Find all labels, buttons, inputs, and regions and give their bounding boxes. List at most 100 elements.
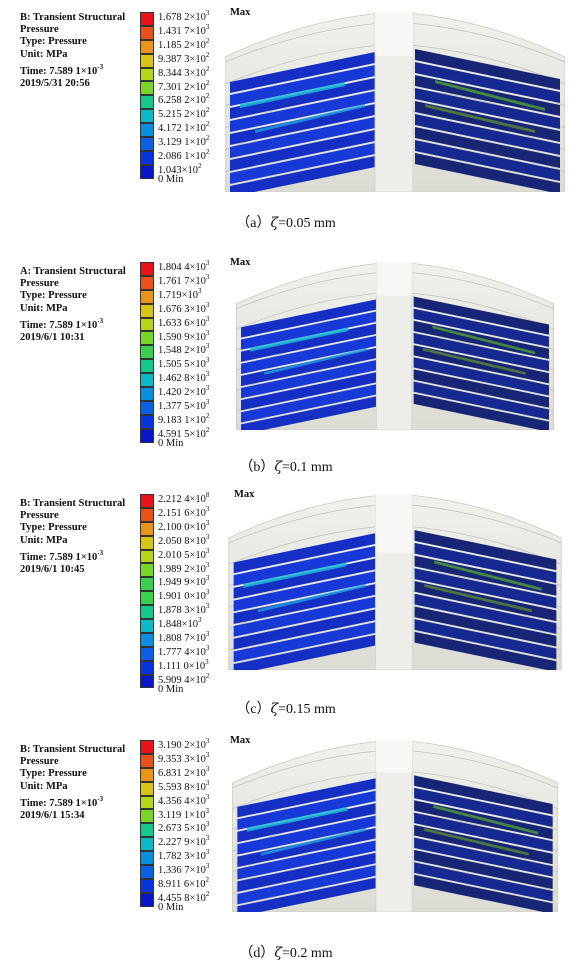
legend-swatch <box>140 740 154 754</box>
legend-label: 1.989 2×103 <box>158 560 210 575</box>
max-label: Max <box>234 489 255 500</box>
legend-swatch <box>140 591 154 606</box>
pressure-band <box>415 49 560 90</box>
pressure-band <box>230 117 375 158</box>
pressure-band <box>237 790 376 830</box>
pressure-band <box>413 332 549 372</box>
subfigure-caption: （b）ζ=0.1 mm <box>239 459 333 475</box>
highlight-streak <box>423 827 529 856</box>
legend-label: 6.258 2×102 <box>158 92 210 107</box>
contour-svg <box>235 262 555 430</box>
highlight-streak <box>243 562 347 588</box>
legend-label: 1.901 0×103 <box>158 588 210 603</box>
legend-swatch <box>140 837 154 852</box>
subfigure-caption: （d）ζ=0.2 mm <box>239 945 333 961</box>
pressure-band <box>241 396 377 430</box>
legend-swatch <box>140 331 154 346</box>
legend-swatch <box>140 262 154 276</box>
color-legend <box>140 262 154 443</box>
pressure-band <box>413 357 549 396</box>
highlight-streak <box>264 347 367 375</box>
info-line: B: Transient Structural <box>20 744 126 755</box>
highlight-streak <box>240 82 345 108</box>
legend-swatch <box>140 95 154 110</box>
pressure-band <box>233 583 376 625</box>
legend-label: 0 Min <box>158 901 184 913</box>
pressure-band <box>241 347 377 387</box>
legend-swatch <box>140 387 154 401</box>
info-line: 2019/6/1 10:31 <box>20 332 85 344</box>
legend-swatch <box>140 53 154 68</box>
pressure-band <box>415 62 560 103</box>
legend-label: 1.505 5×103 <box>158 356 210 371</box>
legend-swatch <box>140 39 154 54</box>
pressure-band <box>414 542 557 583</box>
highlight-streak <box>435 80 545 111</box>
legend-label: 1.548 2×103 <box>158 342 210 357</box>
legend-label: 1.377 5×103 <box>158 398 210 412</box>
pressure-band <box>241 384 377 423</box>
legend-swatch <box>140 753 154 768</box>
legend-label: 1.185 2×102 <box>158 36 210 51</box>
pressure-band <box>233 596 376 637</box>
legend-swatch <box>140 674 154 689</box>
highlight-streak <box>433 804 539 835</box>
color-legend <box>140 494 154 689</box>
legend-label: 1.336 7×103 <box>158 862 210 877</box>
pressure-band <box>415 140 560 181</box>
legend-swatch <box>140 414 154 429</box>
info-line: Pressure <box>20 510 59 522</box>
pressure-band <box>237 778 376 818</box>
legend-swatch <box>140 865 154 879</box>
pressure-band <box>233 622 376 663</box>
legend-label: 5.215 2×102 <box>158 106 210 121</box>
max-label: Max <box>230 257 251 268</box>
pressure-band <box>414 619 557 660</box>
highlight-streak <box>434 560 542 591</box>
pressure-band <box>414 849 553 890</box>
info-line: Type: Pressure <box>20 768 87 780</box>
legend-swatch <box>140 563 154 578</box>
info-line: Time: 7.589 1×10-3 <box>20 62 104 77</box>
info-line: Unit: MPa <box>20 302 68 314</box>
pressure-band <box>233 558 376 599</box>
pressure-contour-plot <box>225 740 565 912</box>
pressure-contour-plot <box>225 262 565 430</box>
info-line: Type: Pressure <box>20 522 87 534</box>
legend-swatch <box>140 12 154 26</box>
color-legend <box>140 12 154 179</box>
pressure-band <box>414 530 557 571</box>
legend-label: 3.119 1×103 <box>158 806 210 821</box>
legend-label: 1.633 6×103 <box>158 314 210 329</box>
legend-swatch <box>140 767 154 782</box>
info-line: Unit: MPa <box>20 534 68 546</box>
info-line: A: Transient Structural <box>20 266 126 277</box>
legend-label: 1.462 8×103 <box>158 370 210 385</box>
subfigure-caption: （c）ζ=0.15 mm <box>236 701 336 717</box>
legend-label: 2.086 1×102 <box>158 148 210 162</box>
legend-label: 9.387 3×102 <box>158 50 210 65</box>
pressure-band <box>230 65 375 106</box>
legend-label: 1.782 3×103 <box>158 848 210 863</box>
center-web-top <box>375 740 413 773</box>
center-web-top <box>375 494 413 553</box>
legend-label: 1.111 0×103 <box>158 657 209 672</box>
info-line: Time: 7.589 1×10-3 <box>20 316 104 331</box>
pressure-band <box>414 812 553 852</box>
legend-swatch <box>140 577 154 592</box>
pressure-band <box>230 143 375 184</box>
legend-swatch <box>140 109 154 124</box>
legend-swatch <box>140 521 154 536</box>
legend-swatch <box>140 373 154 388</box>
legend-swatch <box>140 289 154 304</box>
pressure-band <box>241 323 377 362</box>
pressure-band <box>237 815 376 855</box>
legend-swatch <box>140 359 154 374</box>
pressure-band <box>414 874 553 912</box>
info-line: 2019/5/31 20:56 <box>20 78 90 90</box>
pressure-band <box>414 837 553 877</box>
pressure-band <box>413 308 549 347</box>
pressure-band <box>237 803 376 843</box>
legend-label: 0 Min <box>158 173 184 185</box>
legend-swatch <box>140 164 154 179</box>
